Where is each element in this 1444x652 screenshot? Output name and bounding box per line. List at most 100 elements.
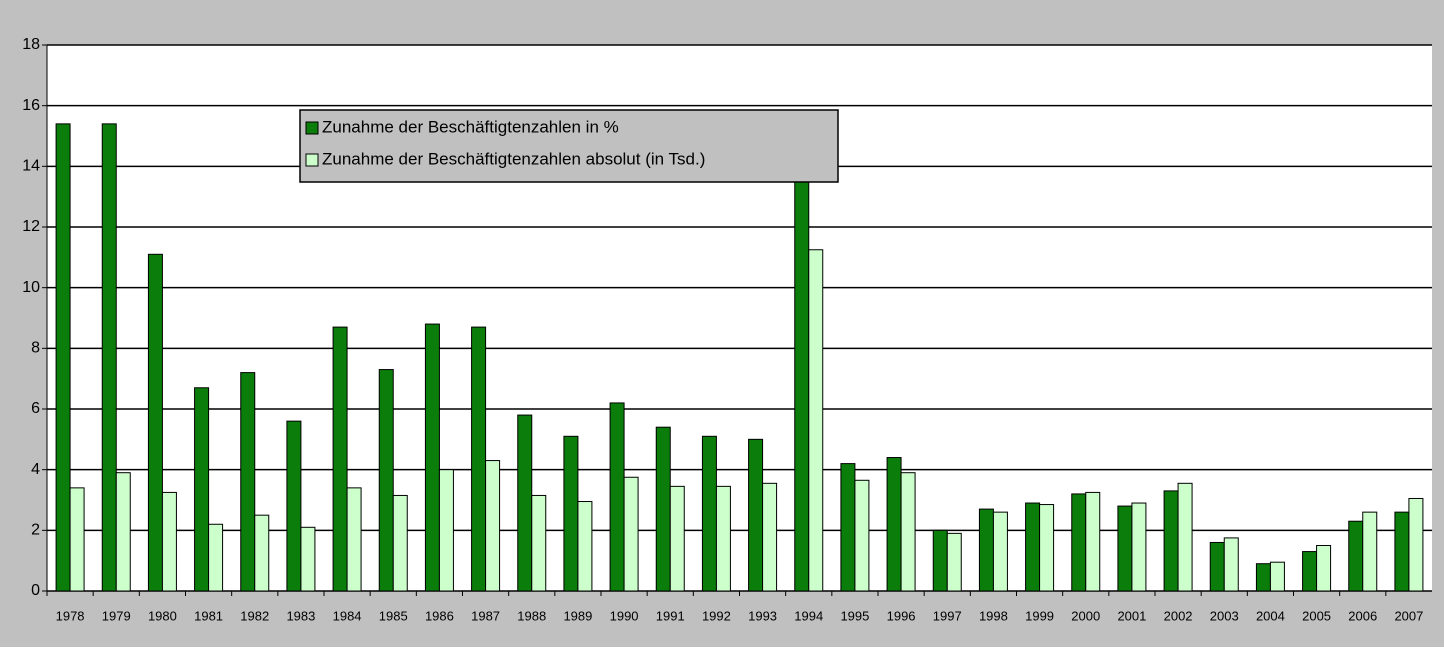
y-tick-label: 4 <box>31 461 40 478</box>
legend-swatch <box>305 121 319 135</box>
bar <box>1163 490 1179 592</box>
bar <box>254 514 270 592</box>
bar <box>1085 491 1101 592</box>
x-tick-label: 1982 <box>240 608 269 623</box>
x-tick-label: 2004 <box>1256 608 1285 623</box>
x-tick-label: 1993 <box>748 608 777 623</box>
bar <box>1131 502 1147 592</box>
x-tick-label: 1979 <box>102 608 131 623</box>
y-tick-label: 0 <box>31 582 40 599</box>
x-tick-label: 2001 <box>1117 608 1146 623</box>
bar <box>1209 541 1225 592</box>
bar <box>794 165 810 592</box>
bar <box>1025 502 1041 592</box>
x-tick-label: 1981 <box>194 608 223 623</box>
y-tick-label: 10 <box>22 279 40 296</box>
bar <box>485 460 501 592</box>
bar <box>1223 537 1239 592</box>
legend-swatch <box>305 153 319 167</box>
bar <box>517 414 533 592</box>
bar <box>240 372 256 592</box>
bar <box>1177 482 1193 592</box>
bar <box>1255 563 1271 592</box>
bar <box>623 476 639 592</box>
bar <box>1394 511 1410 592</box>
y-tick-label: 18 <box>22 36 40 53</box>
x-tick-label: 1989 <box>563 608 592 623</box>
bar <box>286 420 302 592</box>
x-tick-label: 1990 <box>610 608 639 623</box>
bar <box>300 526 316 592</box>
bar <box>1302 551 1318 592</box>
y-tick-label: 6 <box>31 400 40 417</box>
legend-label: Zunahme der Beschäftigtenzahlen in % <box>322 117 619 136</box>
x-tick-label: 1997 <box>933 608 962 623</box>
y-tick-label: 8 <box>31 340 40 357</box>
x-tick-label: 2007 <box>1394 608 1423 623</box>
bar <box>69 487 85 592</box>
x-tick-label: 2000 <box>1071 608 1100 623</box>
bar <box>147 253 163 592</box>
bars <box>55 123 1424 592</box>
y-tick-label: 12 <box>22 218 40 235</box>
x-tick-label: 2003 <box>1210 608 1239 623</box>
bar <box>1269 561 1285 592</box>
bar <box>471 326 487 592</box>
bar <box>1071 493 1087 592</box>
bar <box>748 438 764 592</box>
x-tick-label: 1994 <box>794 608 823 623</box>
x-tick-label: 1996 <box>887 608 916 623</box>
y-tick-label: 16 <box>22 97 40 114</box>
bar <box>701 435 717 592</box>
bar <box>438 469 454 592</box>
x-tick-label: 1987 <box>471 608 500 623</box>
bar <box>563 435 579 592</box>
x-tick-label: 1985 <box>379 608 408 623</box>
bar <box>1039 504 1055 592</box>
bar <box>424 323 440 592</box>
x-tick-label: 1980 <box>148 608 177 623</box>
bar <box>886 457 902 592</box>
bar <box>1316 545 1332 592</box>
bar <box>762 482 778 592</box>
bar <box>1408 497 1424 592</box>
x-tick-label: 1999 <box>1025 608 1054 623</box>
bar <box>392 494 408 592</box>
y-tick-label: 2 <box>31 522 40 539</box>
bar <box>346 487 362 592</box>
x-tick-label: 1992 <box>702 608 731 623</box>
x-tick-label: 1988 <box>517 608 546 623</box>
bar <box>101 123 117 592</box>
legend-label: Zunahme der Beschäftigtenzahlen absolut … <box>322 149 705 168</box>
bar <box>840 463 856 592</box>
bar <box>808 249 824 592</box>
bar <box>1348 520 1364 592</box>
bar <box>1117 505 1133 592</box>
x-tick-label: 1986 <box>425 608 454 623</box>
bar <box>978 508 994 592</box>
bar <box>900 472 916 592</box>
bar <box>669 485 685 592</box>
x-tick-label: 1983 <box>286 608 315 623</box>
bar <box>1362 511 1378 592</box>
bar <box>332 326 348 592</box>
bar <box>946 532 962 592</box>
y-tick-label: 14 <box>22 158 40 175</box>
bar <box>715 485 731 592</box>
x-tick-label: 2005 <box>1302 608 1331 623</box>
bar <box>531 494 547 592</box>
legend: Zunahme der Beschäftigtenzahlen in % Zuna… <box>299 109 839 183</box>
bar <box>208 523 224 592</box>
x-tick-label: 1995 <box>840 608 869 623</box>
x-tick-label: 1998 <box>979 608 1008 623</box>
legend-box <box>299 109 839 183</box>
x-tick-label: 2002 <box>1164 608 1193 623</box>
bar <box>854 479 870 592</box>
bar <box>609 402 625 592</box>
bar <box>194 387 210 592</box>
x-tick-label: 1978 <box>56 608 85 623</box>
bar <box>161 491 177 592</box>
bar <box>378 369 394 592</box>
x-tick-label: 1984 <box>333 608 362 623</box>
